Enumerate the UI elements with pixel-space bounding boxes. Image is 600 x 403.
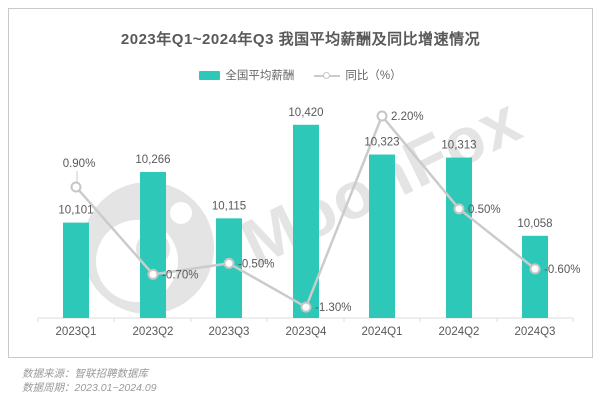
line-markers: 0.90% -0.70% -0.50% -1.30% 2.20% 0.50% -0.60%: [63, 110, 580, 314]
bar-value-label: 10,313: [441, 140, 476, 152]
bar-2023Q1: [63, 222, 89, 318]
footer: 数据来源：智联招聘数据库 数据周期：2023.01~2024.09: [22, 367, 157, 395]
line-value-label: 0.90%: [63, 158, 96, 170]
bar-value-label: 10,115: [212, 200, 246, 212]
line-marker: [147, 268, 159, 280]
x-tick-label: 2023Q1: [56, 326, 97, 338]
line-marker: [223, 257, 235, 269]
legend-label-bar: 全国平均薪酬: [225, 70, 295, 82]
line-value-label: -0.60%: [544, 264, 580, 276]
x-tick-label: 2023Q2: [133, 326, 174, 338]
line-marker: [529, 263, 541, 275]
line-value-label: -0.50%: [238, 258, 274, 270]
bar-value-label: 10,101: [58, 205, 93, 217]
line-legend-swatch-icon: [314, 71, 341, 80]
line-value-label: 2.20%: [391, 111, 424, 123]
bar-value-label: 10,058: [517, 218, 552, 230]
x-tick-label: 2024Q1: [362, 326, 403, 338]
bar-series: [63, 124, 548, 319]
bar-value-label: 10,420: [288, 107, 323, 119]
bar-value-label: 10,323: [364, 137, 399, 149]
x-axis: [37, 317, 574, 322]
x-tick-label: 2023Q4: [286, 326, 328, 338]
legend: 全国平均薪酬 同比（%）: [9, 67, 592, 83]
bar-2023Q2: [140, 172, 166, 318]
line-marker: [70, 181, 82, 193]
bar-2023Q4: [293, 124, 319, 319]
bar-2024Q2: [446, 157, 472, 318]
labels: 10,101 2023Q1 10,266 2023Q2 10,115 2023Q3 10,4…: [56, 107, 556, 338]
line-value-label: -1.30%: [315, 302, 351, 314]
legend-label-line: 同比（%）: [345, 70, 402, 82]
bar-2024Q1: [369, 154, 395, 318]
x-tick-label: 2024Q3: [515, 326, 556, 338]
chart-title: 2023年Q1~2024年Q3 我国平均薪酬及同比增速情况: [120, 31, 481, 48]
combo-chart: 0.90%-0.70%-0.50%-1.30%2.20%0.50%-0.60%1…: [37, 107, 580, 338]
x-tick-label: 2024Q2: [439, 326, 480, 338]
line-value-label: -0.70%: [162, 269, 198, 281]
legend-item-line: 同比（%）: [314, 67, 402, 83]
line-value-label: 0.50%: [468, 204, 501, 216]
legend-item-bar: 全国平均薪酬: [199, 67, 294, 83]
data-period: 数据周期：2023.01~2024.09: [22, 382, 157, 394]
bar-value-label: 10,266: [135, 154, 170, 166]
data-source: 数据来源：智联招聘数据库: [22, 368, 148, 380]
line-marker: [300, 301, 312, 313]
line-marker: [453, 203, 465, 215]
bar-legend-swatch-icon: [199, 70, 221, 80]
chart-card: MoonFox 2023年Q1~2024年Q3 我国平均薪酬及同比增速情况 全国…: [8, 8, 593, 358]
bar-2024Q3: [522, 235, 548, 318]
x-tick-label: 2023Q3: [209, 326, 250, 338]
line-marker: [376, 110, 388, 122]
